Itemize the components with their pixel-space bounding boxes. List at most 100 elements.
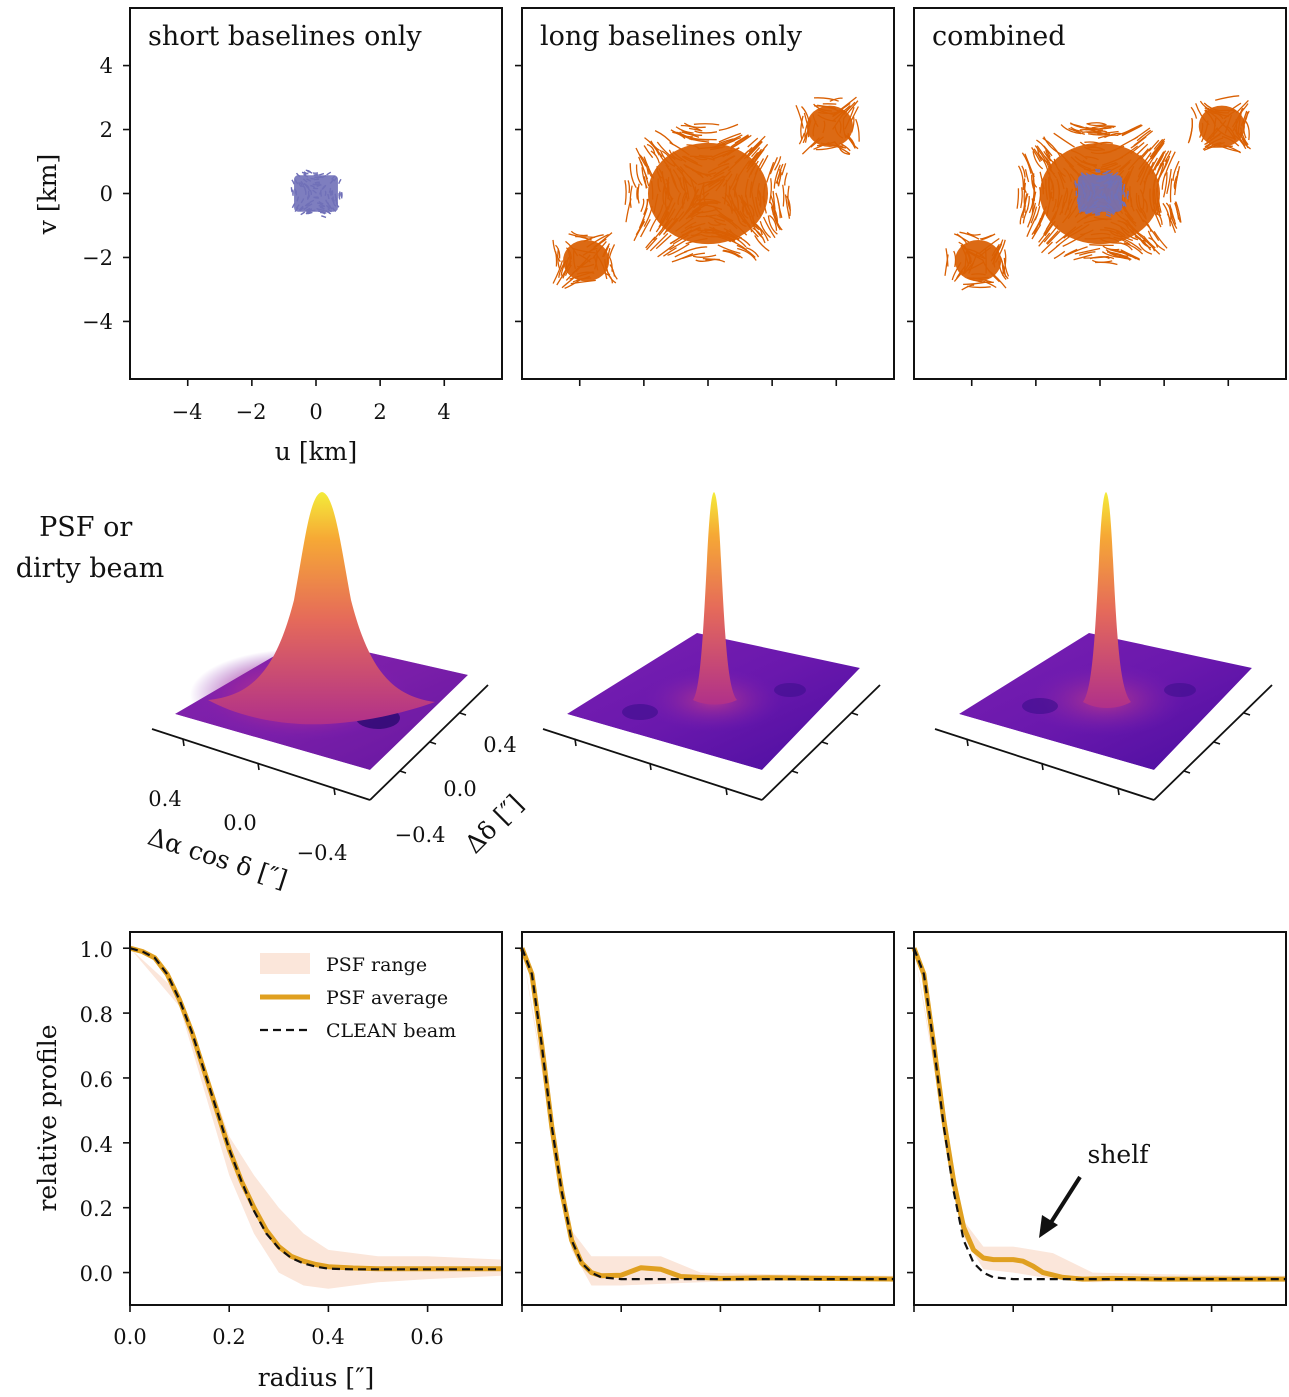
uv-track — [300, 211, 306, 216]
legend-swatch-psf-range — [260, 953, 310, 974]
uv-track — [1068, 127, 1086, 136]
uv-density — [1198, 105, 1245, 148]
uv-track — [966, 285, 991, 289]
uv-density — [1078, 175, 1122, 212]
uv-track — [1161, 173, 1167, 190]
uv-track — [627, 180, 631, 194]
uv-track — [1173, 176, 1178, 190]
uv-track — [1123, 242, 1144, 255]
uv-track — [290, 187, 293, 193]
uv-track — [1190, 106, 1198, 119]
uv-track — [684, 246, 708, 253]
psf-ytick-label: −0.4 — [395, 823, 446, 847]
uv-track — [1169, 178, 1173, 203]
uv-track — [1095, 170, 1101, 173]
psf-x-tick — [649, 762, 652, 771]
uv-track — [1038, 232, 1051, 247]
uv-track — [815, 145, 838, 151]
psf-y-tick — [851, 712, 859, 716]
uv-track — [1023, 182, 1027, 208]
uv-track — [320, 211, 326, 215]
uv-ticks-short — [123, 64, 446, 386]
uv-track — [1026, 195, 1030, 210]
uv-track — [645, 236, 656, 249]
uv-track — [655, 234, 672, 250]
uv-track — [983, 280, 997, 289]
uv-track — [781, 163, 787, 176]
profile-ytick-label: 0.8 — [80, 1003, 113, 1027]
uv-track — [747, 137, 759, 148]
uv-track — [1036, 145, 1049, 162]
uv-track — [1026, 213, 1039, 238]
uv-track — [637, 183, 640, 204]
uv-track — [561, 277, 574, 289]
uv-track — [1123, 201, 1127, 207]
uv-ytick-label: 4 — [100, 54, 113, 78]
uv-track — [1074, 182, 1077, 188]
uv-track — [1073, 254, 1093, 261]
uv-track — [722, 136, 742, 147]
uv-track — [1164, 151, 1176, 176]
legend: PSF range PSF average CLEAN beam — [260, 953, 456, 1042]
uv-track — [756, 224, 769, 242]
uv-track — [689, 136, 710, 141]
psf-peak — [1083, 492, 1131, 708]
uv-track — [768, 178, 773, 204]
profile-plot-short — [123, 945, 502, 1312]
uv-track — [644, 137, 660, 156]
psf-y-tick — [1213, 741, 1221, 745]
uv-track — [1031, 224, 1042, 240]
uv-track — [1064, 248, 1078, 256]
uv-track — [1153, 138, 1164, 150]
uv-track — [326, 171, 332, 176]
psf-base-edge — [567, 668, 862, 775]
uv-track — [307, 171, 313, 174]
uv-track — [769, 201, 774, 215]
uv-track — [671, 253, 694, 263]
uv-track — [784, 194, 791, 219]
uv-track — [766, 161, 775, 183]
uv-track — [641, 167, 648, 189]
psf-x-tick — [1117, 787, 1120, 796]
uv-track — [667, 243, 690, 256]
uv-track — [730, 135, 750, 148]
psf-y-tick — [1243, 712, 1251, 716]
uv-track — [784, 172, 788, 186]
profile-xtick-label: 0.4 — [311, 1325, 344, 1349]
uv-track — [1130, 136, 1147, 149]
profile-frame-long — [521, 931, 895, 1306]
uv-xtick-label: −4 — [172, 400, 203, 424]
uv-track — [1156, 212, 1163, 225]
legend-label-clean-beam: CLEAN beam — [326, 1020, 456, 1042]
uv-xtick-label: 4 — [437, 400, 450, 424]
uv-track — [1172, 160, 1180, 181]
uv-track — [604, 272, 614, 284]
uv-track — [1070, 126, 1083, 133]
psf-average-line — [519, 947, 895, 1282]
uv-track — [640, 198, 645, 212]
uv-track — [769, 214, 778, 231]
panel-title-short: short baselines only — [148, 21, 422, 52]
uv-track — [570, 279, 596, 285]
uv-track — [1074, 180, 1078, 186]
uv-track — [610, 265, 618, 280]
uv-track — [555, 244, 561, 259]
uv-track — [959, 231, 980, 240]
uv-points-short — [290, 169, 343, 219]
uv-track — [1089, 244, 1114, 247]
uv-track — [1175, 201, 1182, 223]
uv-track — [1169, 204, 1177, 225]
psf-x-axis-label: Δα cos δ [″] — [144, 822, 290, 894]
uv-track — [669, 239, 687, 251]
uv-track — [570, 230, 588, 237]
uv-track — [1095, 213, 1101, 216]
uv-track — [837, 145, 851, 155]
uv-track — [1092, 211, 1098, 214]
uv-track — [1166, 168, 1172, 195]
uv-track — [754, 235, 770, 252]
uv-track — [1021, 165, 1026, 178]
uv-track — [1046, 230, 1061, 245]
psf-x-tick — [725, 787, 728, 796]
psf-surface-combined — [934, 492, 1273, 801]
uv-track — [1245, 120, 1250, 141]
